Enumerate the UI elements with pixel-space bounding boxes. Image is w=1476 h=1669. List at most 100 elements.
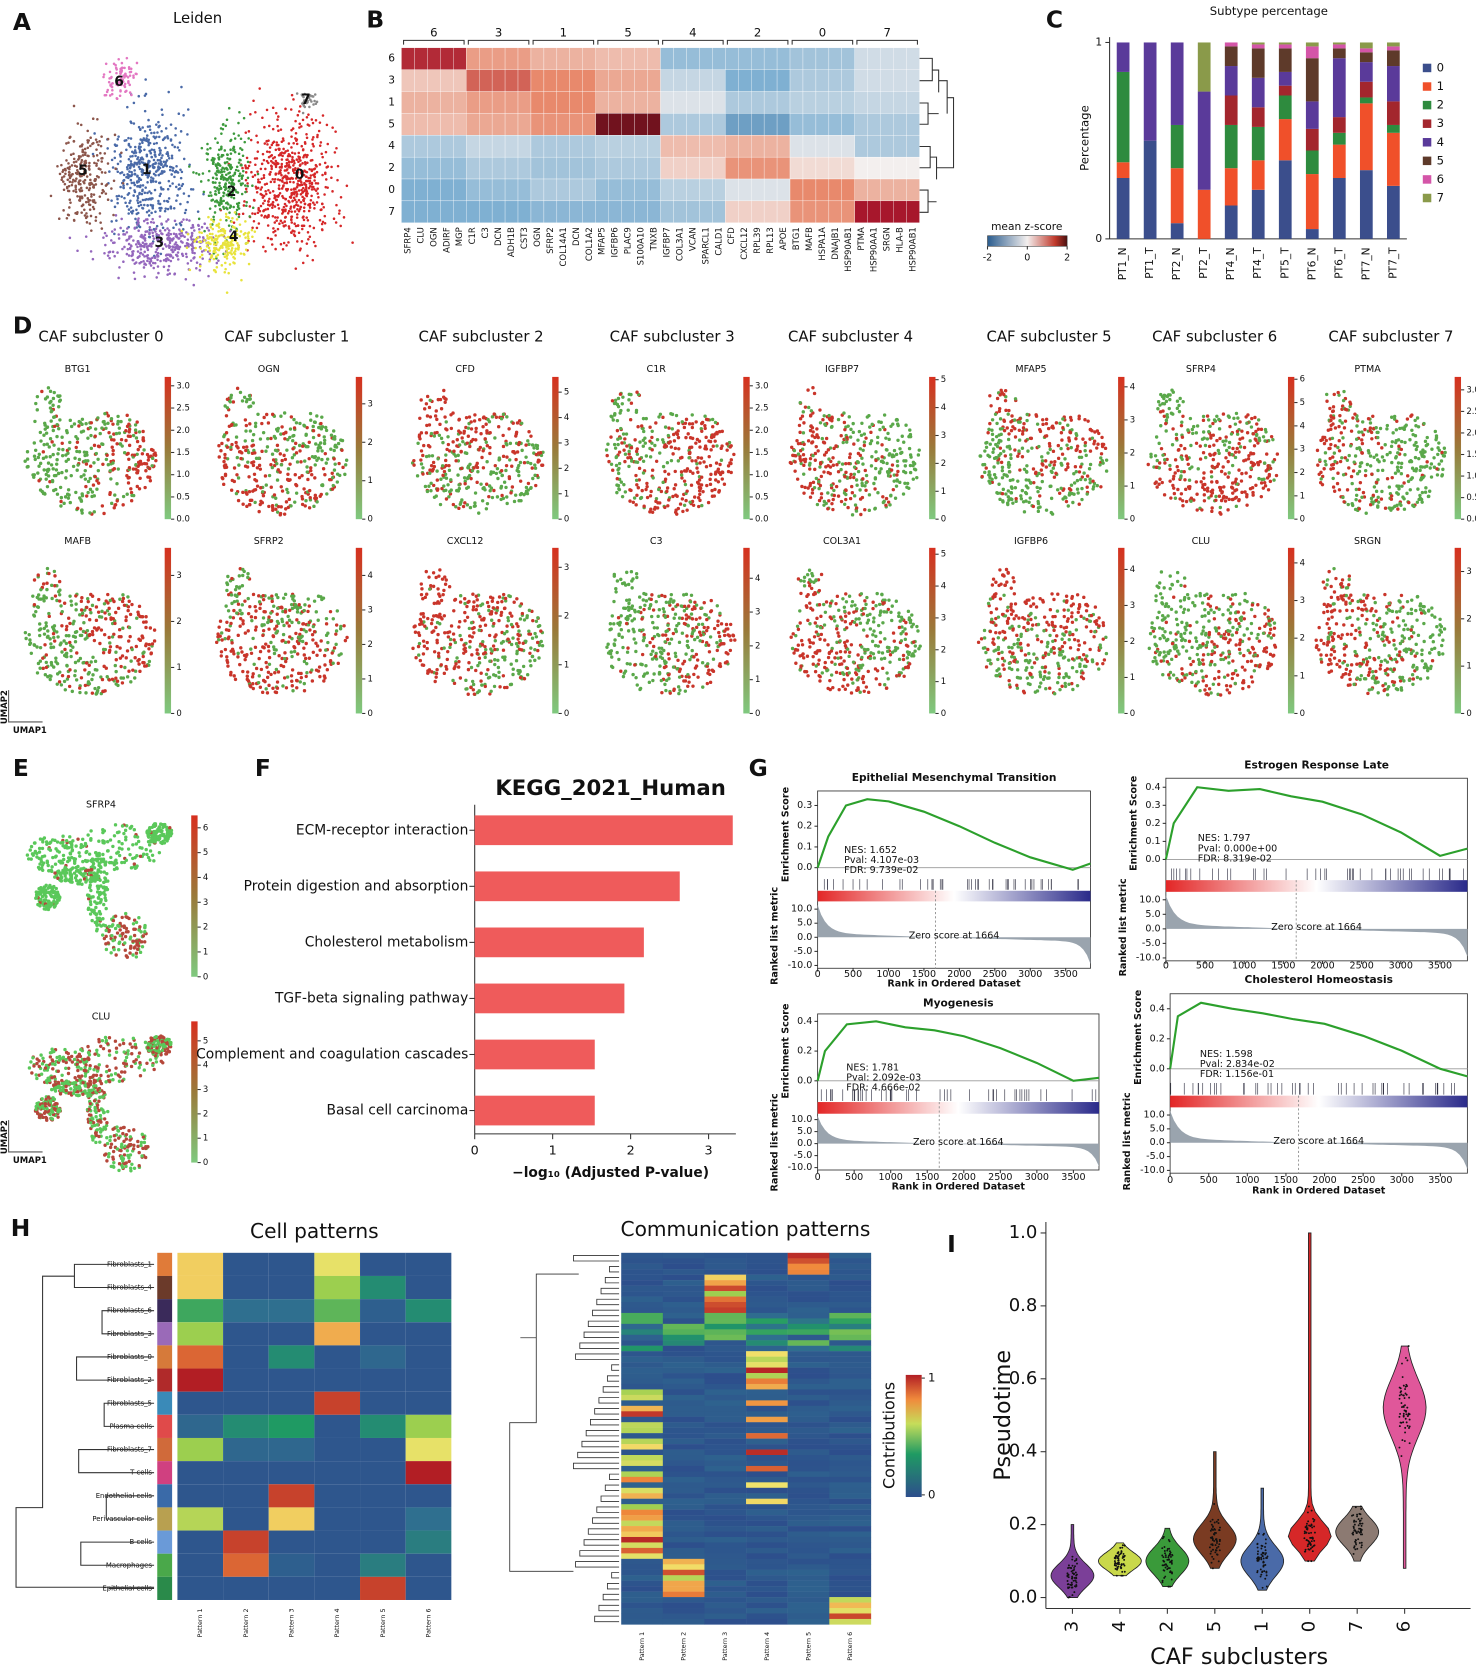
cell-dot [508, 458, 512, 462]
cell-dot [108, 70, 112, 74]
cell-dot [790, 445, 794, 449]
cell-dot [862, 443, 867, 448]
cell-dot [214, 189, 217, 193]
cell-dot [708, 463, 713, 468]
heat-cell [427, 69, 441, 92]
cell-dot [843, 427, 847, 432]
cell-dot [158, 146, 161, 150]
cell-dot [530, 466, 534, 470]
cell-dot [111, 166, 115, 169]
cell-dot [840, 462, 845, 466]
cell-dot [516, 466, 520, 470]
cell-dot [709, 435, 714, 439]
cell-dot [164, 207, 168, 210]
cell-dot [239, 137, 243, 141]
cell-dot [223, 188, 227, 192]
cell-dot [425, 489, 430, 494]
cell-dot [997, 482, 1001, 486]
group-bracket [532, 39, 595, 45]
cell-dot [62, 209, 65, 212]
cell-dot [98, 140, 101, 143]
cell-dot [812, 391, 817, 396]
cell-dot [260, 421, 264, 426]
heat-cell [621, 178, 635, 202]
heat-cell [491, 200, 506, 223]
cell-dot [274, 507, 278, 511]
cell-dot [284, 500, 289, 504]
gene-label: MGP [455, 227, 465, 246]
cell-dot [311, 424, 315, 429]
cell-dot [795, 439, 799, 443]
cell-dot [418, 416, 422, 421]
cell-dot [427, 484, 431, 488]
cell-dot [473, 413, 477, 417]
cell-dot [321, 220, 325, 224]
bar-segment [1332, 42, 1346, 45]
cell-dot [83, 477, 88, 481]
cell-dot [140, 168, 144, 171]
cell-dot [881, 425, 885, 429]
bar-segment [1386, 101, 1400, 125]
cell-dot [125, 231, 129, 234]
cell-dot [218, 181, 221, 185]
cell-dot [650, 435, 654, 440]
cell-dot [253, 421, 258, 426]
heat-cell [789, 113, 804, 136]
cell-dot [795, 477, 800, 481]
cell-dot [197, 173, 201, 176]
cell-dot [509, 491, 513, 495]
cell-dot [182, 157, 186, 161]
cell-dot [117, 426, 122, 430]
cell-dot [129, 163, 132, 167]
cell-dot [220, 264, 224, 267]
cell-dot [443, 400, 447, 404]
cell-dot [219, 177, 223, 181]
heat-cell [543, 69, 558, 92]
cell-dot [648, 455, 653, 459]
cell-dot [76, 506, 80, 511]
cell-dot [830, 415, 834, 419]
cell-dot [110, 501, 114, 506]
cell-dot [253, 173, 257, 177]
cell-dot [283, 437, 287, 441]
cell-dot [176, 251, 180, 254]
cell-dot [91, 483, 96, 487]
cell-dot [98, 212, 102, 215]
cell-dot [122, 229, 125, 233]
cell-dot [144, 173, 148, 176]
cell-dot [829, 483, 834, 488]
heat-cell [893, 135, 907, 158]
cell-dot [533, 463, 537, 467]
bar-segment [1170, 223, 1184, 239]
cell-dot [223, 472, 228, 477]
cell-dot [306, 231, 310, 234]
cell-dot [217, 259, 220, 262]
cell-dot [65, 159, 68, 162]
heat-cell [466, 156, 480, 180]
heat-cell [530, 47, 545, 70]
cell-dot [856, 469, 861, 474]
cell-dot [95, 140, 99, 144]
cell-dot [313, 174, 316, 178]
cell-dot [243, 418, 248, 422]
cell-dot [68, 206, 71, 209]
cell-dot [98, 195, 102, 198]
cell-dot [172, 226, 175, 230]
cell-dot [209, 146, 212, 150]
cell-dot [1024, 491, 1029, 496]
cell-dot [481, 416, 486, 420]
cell-dot [315, 414, 319, 418]
cell-dot [443, 415, 447, 419]
cell-dot [186, 200, 189, 204]
cell-dot [291, 127, 295, 130]
cell-dot [76, 195, 79, 198]
cell-dot [246, 184, 249, 188]
cell-dot [815, 502, 820, 507]
cell-dot [345, 184, 349, 188]
cell-dot [1035, 422, 1040, 426]
cell-dot [279, 432, 283, 436]
cell-dot [900, 434, 904, 438]
cell-dot [172, 250, 175, 253]
dendrogram [919, 57, 955, 213]
cell-dot [108, 469, 112, 473]
